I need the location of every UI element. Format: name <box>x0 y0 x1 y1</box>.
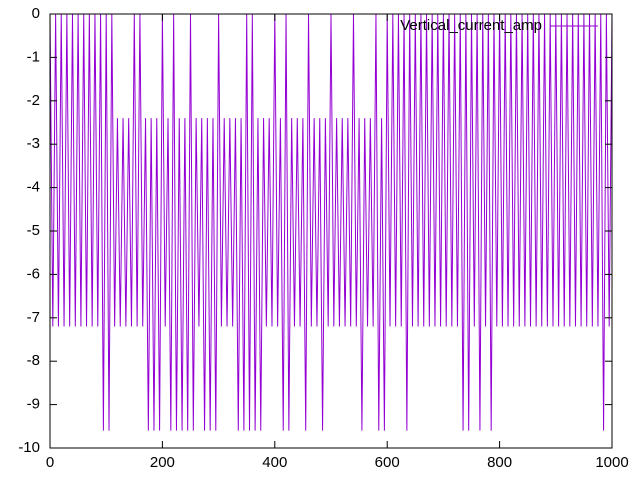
y-tick-label: -5 <box>27 222 40 239</box>
x-tick-label: 800 <box>487 454 512 471</box>
x-tick-label: 0 <box>46 454 54 471</box>
y-tick-label: -2 <box>27 92 40 109</box>
y-tick-label: -10 <box>18 439 40 456</box>
y-tick-label: -8 <box>27 352 40 369</box>
x-tick-label: 400 <box>262 454 287 471</box>
y-tick-label: -4 <box>27 179 40 196</box>
x-tick-label: 200 <box>150 454 175 471</box>
y-tick-label: 0 <box>32 5 40 22</box>
y-tick-label: -1 <box>27 48 40 65</box>
y-tick-label: -9 <box>27 396 40 413</box>
y-tick-label: -7 <box>27 309 40 326</box>
y-tick-label: -3 <box>27 135 40 152</box>
y-tick-label: -6 <box>27 265 40 282</box>
legend-label: Vertical_current_amp <box>400 17 542 34</box>
x-tick-label: 1000 <box>595 454 628 471</box>
x-tick-label: 600 <box>375 454 400 471</box>
